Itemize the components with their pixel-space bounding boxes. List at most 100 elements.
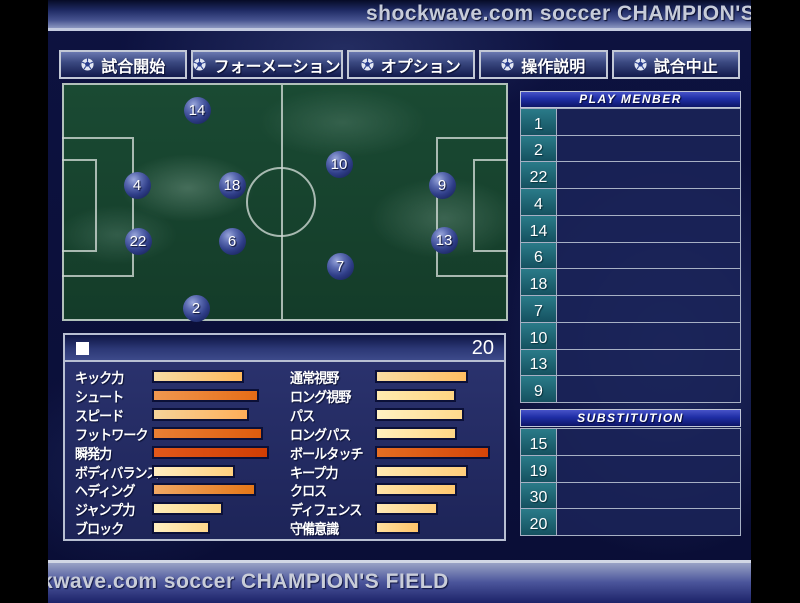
stat-bar	[375, 483, 457, 497]
roster-name-cell[interactable]	[557, 296, 740, 322]
soccer-ball-icon	[361, 58, 374, 71]
penalty-box-left	[62, 137, 134, 277]
stat-label: 瞬発力	[75, 445, 112, 462]
stat-label: ロングパス	[290, 426, 351, 443]
roster-row-1[interactable]: 1	[521, 109, 740, 136]
roster-name-cell[interactable]	[557, 215, 740, 242]
player-marker-7[interactable]: 7	[326, 252, 354, 280]
bottom-title-bar: shockwave.com soccer CHAMPION'S FIELD	[48, 560, 751, 603]
stat-label: ブロック	[75, 521, 124, 538]
menu-button-label: 操作説明	[521, 58, 586, 76]
stat-bar	[375, 388, 456, 402]
menu-button-label: 試合開始	[101, 58, 166, 76]
roster-name-cell[interactable]	[557, 109, 740, 135]
stat-bar	[152, 426, 263, 440]
roster-number: 13	[521, 349, 557, 376]
roster-number: 14	[521, 215, 557, 242]
stat-label: シュート	[75, 388, 124, 405]
roster-name-cell[interactable]	[557, 269, 740, 296]
roster-number: 1	[521, 109, 557, 135]
app-title: shockwave.com soccer CHAMPION'S FIELD	[366, 2, 751, 25]
soccer-ball-icon	[193, 58, 207, 71]
menu-button-options[interactable]: オプション	[346, 50, 476, 79]
stat-label: ボディバランス	[75, 464, 159, 481]
player-marker-9[interactable]: 9	[428, 171, 456, 199]
roster-name-cell[interactable]	[557, 162, 740, 189]
stat-label: 守備意識	[290, 521, 339, 538]
player-marker-14[interactable]: 14	[183, 96, 211, 124]
stat-bar	[375, 407, 464, 421]
roster-row-20[interactable]: 20	[521, 509, 740, 535]
player-marker-6[interactable]: 6	[218, 227, 246, 255]
roster-row-14[interactable]: 14	[521, 215, 740, 243]
roster-number: 7	[521, 296, 557, 322]
roster-row-4[interactable]: 4	[521, 189, 740, 216]
stat-label: ジャンプ力	[75, 502, 135, 519]
player-marker-13[interactable]: 13	[430, 226, 458, 254]
stat-bar	[152, 502, 223, 516]
roster-number: 2	[521, 135, 557, 162]
player-marker-2[interactable]: 2	[182, 294, 210, 322]
roster-number: 19	[521, 455, 557, 482]
roster-row-15[interactable]: 15	[521, 429, 740, 456]
main-content: shockwave.com soccer CHAMPION'S FIELD 試合…	[48, 0, 751, 603]
menu-button-label: フォーメーション	[213, 58, 341, 76]
roster-name-cell[interactable]	[557, 135, 740, 162]
player-stats-panel: 20 キック力 シュート スピード フットワーク 瞬発力 ボディバランス ヘディング ジャンプ…	[63, 333, 506, 541]
roster-number: 15	[521, 429, 557, 455]
stat-label: パス	[290, 407, 315, 424]
roster-row-7[interactable]: 7	[521, 296, 740, 323]
stat-label: 通常視野	[290, 370, 339, 386]
player-marker-4[interactable]: 4	[123, 171, 151, 199]
center-circle	[246, 167, 316, 237]
stat-label: ディフェンス	[290, 502, 362, 519]
roster-number: 6	[521, 242, 557, 269]
stat-bar	[152, 407, 249, 421]
roster-row-9[interactable]: 9	[521, 376, 740, 403]
stat-label: クロス	[290, 483, 327, 500]
soccer-ball-icon	[634, 58, 647, 71]
penalty-box-right	[436, 137, 508, 277]
player-marker-10[interactable]: 10	[325, 150, 353, 178]
stat-label: キック力	[75, 370, 124, 386]
roster-name-cell[interactable]	[557, 189, 740, 215]
roster-row-22[interactable]: 22	[521, 162, 740, 190]
stat-bar	[375, 370, 468, 383]
menu-button-instructions[interactable]: 操作説明	[479, 50, 608, 79]
roster-row-6[interactable]: 6	[521, 242, 740, 270]
player-marker-22[interactable]: 22	[124, 227, 152, 255]
stat-bar	[375, 445, 490, 459]
roster-name-cell[interactable]	[557, 349, 740, 376]
roster-name-cell[interactable]	[557, 322, 740, 349]
soccer-ball-icon	[501, 58, 514, 71]
roster-name-cell[interactable]	[557, 509, 740, 535]
roster-number: 20	[521, 509, 557, 535]
roster-number: 4	[521, 189, 557, 215]
roster-name-cell[interactable]	[557, 242, 740, 269]
roster-number: 10	[521, 322, 557, 349]
roster-row-30[interactable]: 30	[521, 482, 740, 510]
goal-box-left	[62, 159, 97, 252]
stats-header: 20	[65, 335, 504, 362]
menu-bar: 試合開始 フォーメーション オプション 操作説明 試合中止	[59, 50, 740, 79]
menu-button-abort-match[interactable]: 試合中止	[611, 50, 740, 79]
stat-bar	[152, 370, 244, 383]
menu-button-label: 試合中止	[653, 58, 718, 76]
player-marker-18[interactable]: 18	[218, 171, 246, 199]
roster-name-cell[interactable]	[557, 482, 740, 509]
menu-button-formation[interactable]: フォーメーション	[191, 50, 343, 79]
roster-row-2[interactable]: 2	[521, 135, 740, 163]
stat-bar	[375, 521, 420, 535]
roster-name-cell[interactable]	[557, 429, 740, 455]
menu-button-start-match[interactable]: 試合開始	[59, 50, 188, 79]
stat-bar	[152, 483, 256, 497]
stat-bar	[152, 521, 210, 535]
roster-name-cell[interactable]	[557, 455, 740, 482]
roster-name-cell[interactable]	[557, 376, 740, 403]
stat-bar	[152, 445, 269, 459]
play-member-table: 1 2 22 4 14 6 18 7 10 13 9	[520, 108, 741, 403]
roster-row-19[interactable]: 19	[521, 455, 740, 483]
roster-row-18[interactable]: 18	[521, 269, 740, 297]
roster-row-13[interactable]: 13	[521, 349, 740, 377]
roster-row-10[interactable]: 10	[521, 322, 740, 350]
